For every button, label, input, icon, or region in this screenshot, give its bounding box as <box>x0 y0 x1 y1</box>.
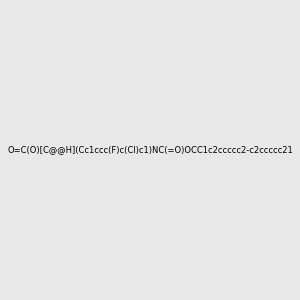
Text: O=C(O)[C@@H](Cc1ccc(F)c(Cl)c1)NC(=O)OCC1c2ccccc2-c2ccccc21: O=C(O)[C@@H](Cc1ccc(F)c(Cl)c1)NC(=O)OCC1… <box>7 146 293 154</box>
